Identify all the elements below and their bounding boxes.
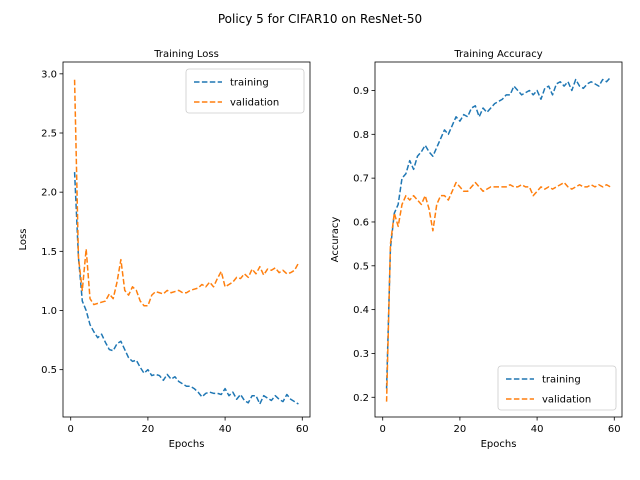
accuracy-x-tick-label: 0 bbox=[380, 424, 386, 435]
loss-y-tick-label: 2.0 bbox=[41, 188, 57, 199]
loss-y-tick-label: 0.5 bbox=[41, 365, 57, 376]
loss-y-tick-label: 3.0 bbox=[41, 69, 57, 80]
accuracy-legend-label-training: training bbox=[542, 375, 581, 386]
accuracy-y-tick-label: 0.2 bbox=[353, 393, 369, 404]
loss-legend-box bbox=[185, 68, 305, 114]
accuracy-validation-series-line bbox=[385, 181, 611, 402]
accuracy-y-tick-label: 0.3 bbox=[353, 349, 369, 360]
accuracy-y-tick-label: 0.9 bbox=[353, 86, 369, 97]
loss-training-series-line bbox=[73, 172, 299, 405]
loss-legend-label-validation: validation bbox=[230, 98, 279, 109]
accuracy-legend: training validation bbox=[497, 365, 617, 411]
loss-validation-series-line bbox=[73, 79, 300, 307]
loss-x-axis-label: Epochs bbox=[169, 439, 205, 450]
accuracy-y-tick-label: 0.7 bbox=[353, 174, 369, 185]
loss-x-tick-label: 40 bbox=[219, 424, 232, 435]
accuracy-x-tick-label: 20 bbox=[454, 424, 467, 435]
loss-y-tick-label: 2.5 bbox=[41, 129, 57, 140]
accuracy-legend-box bbox=[497, 365, 617, 411]
accuracy-training-series-line bbox=[385, 76, 611, 389]
accuracy-y-tick-label: 0.5 bbox=[353, 261, 369, 272]
accuracy-y-axis-label: Accuracy bbox=[330, 217, 341, 263]
accuracy-x-tick-label: 60 bbox=[608, 424, 621, 435]
accuracy-x-tick-label: 40 bbox=[531, 424, 544, 435]
accuracy-plot-title: Training Accuracy bbox=[453, 49, 542, 60]
accuracy-legend-label-validation: validation bbox=[542, 395, 591, 406]
loss-y-tick-label: 1.5 bbox=[41, 247, 57, 258]
loss-plot-title: Training Loss bbox=[153, 49, 219, 60]
accuracy-x-axis-label: Epochs bbox=[481, 439, 517, 450]
accuracy-y-tick-label: 0.6 bbox=[353, 217, 369, 228]
accuracy-axes-frame bbox=[374, 61, 623, 418]
accuracy-panel: Training Accuracy 0 20 40 60 0.2 0.3 0.4 0.5 0.6 0… bbox=[330, 49, 623, 450]
loss-y-axis-label: Loss bbox=[18, 229, 29, 251]
loss-axes-frame bbox=[62, 61, 311, 418]
loss-x-tick-label: 20 bbox=[142, 424, 155, 435]
loss-y-tick-label: 1.0 bbox=[41, 306, 57, 317]
loss-x-tick-label: 60 bbox=[296, 424, 309, 435]
figure-suptitle: Policy 5 for CIFAR10 on ResNet-50 bbox=[218, 12, 422, 26]
loss-x-tick-label: 0 bbox=[68, 424, 74, 435]
loss-legend: training validation bbox=[185, 68, 305, 114]
loss-panel: Training Loss 0 20 40 60 0.5 1.0 1.5 2.0 2.5 3.0 Ep… bbox=[18, 49, 311, 450]
accuracy-y-tick-label: 0.4 bbox=[353, 305, 369, 316]
loss-legend-label-training: training bbox=[230, 78, 269, 89]
accuracy-y-tick-label: 0.8 bbox=[353, 130, 369, 141]
